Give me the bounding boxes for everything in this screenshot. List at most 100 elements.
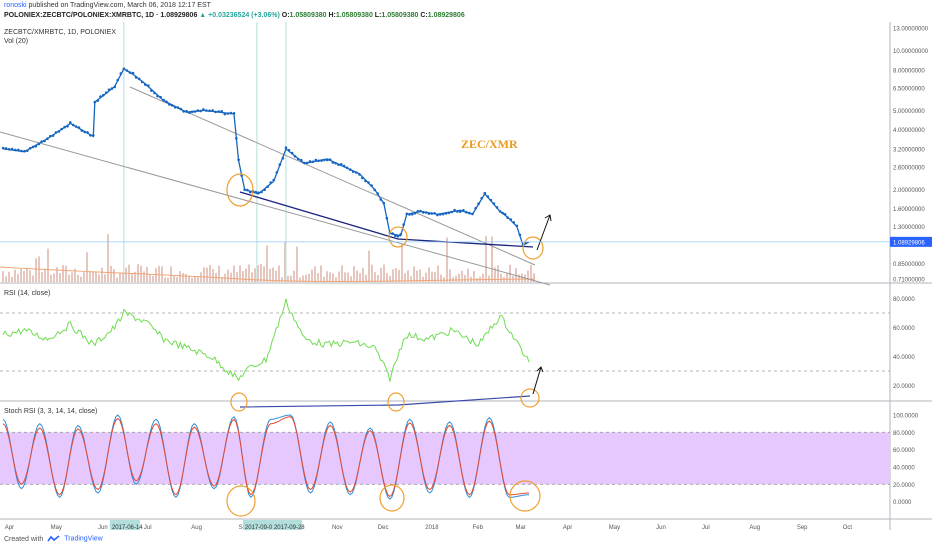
time-tick-label: Jun xyxy=(656,525,666,531)
author-link[interactable]: ronoski xyxy=(4,2,27,9)
price-point xyxy=(367,181,370,184)
volume-bar xyxy=(143,271,145,282)
volume-bar xyxy=(230,273,232,282)
volume-bar xyxy=(284,242,286,282)
volume-bar xyxy=(422,277,424,282)
price-point xyxy=(323,159,326,162)
tradingview-logo-icon xyxy=(47,535,60,543)
stoch-title: Stoch RSI (3, 3, 14, 14, close) xyxy=(4,408,97,415)
price-point xyxy=(453,209,456,212)
price-point xyxy=(78,126,81,129)
open-label: O: xyxy=(282,12,290,19)
price-point xyxy=(471,213,474,216)
price-point xyxy=(188,111,191,114)
chart-canvas[interactable]: ZEC/XMR ZECBTC/XMRBTC, 1D, POLONIEX Vol (2… xyxy=(0,22,932,535)
volume-bar xyxy=(506,273,508,282)
price-point xyxy=(63,126,66,129)
price-point xyxy=(285,146,288,149)
brand-name[interactable]: TradingView xyxy=(64,536,103,543)
time-tick-label: May xyxy=(51,525,62,531)
rsi-title: RSI (14, close) xyxy=(4,290,50,297)
volume-bar xyxy=(23,271,25,282)
price-point xyxy=(468,212,471,215)
price-point xyxy=(20,150,23,153)
volume-bar xyxy=(137,264,139,282)
price-point xyxy=(138,78,141,81)
volume-bar xyxy=(197,276,199,282)
price-point xyxy=(361,177,364,180)
volume-bar xyxy=(320,265,322,282)
price-point xyxy=(288,149,291,152)
price-point xyxy=(501,212,504,215)
volume-bar xyxy=(125,268,127,282)
price-point xyxy=(430,212,433,215)
price-point xyxy=(243,189,246,192)
price-point xyxy=(269,181,272,184)
volume-bar xyxy=(392,269,394,282)
volume-bar xyxy=(113,269,115,282)
price-point xyxy=(26,150,29,153)
volume-bar xyxy=(89,272,91,282)
price-point xyxy=(516,225,519,228)
volume-bar xyxy=(47,249,49,282)
price-point xyxy=(105,91,108,94)
price-point xyxy=(417,210,420,213)
price-point xyxy=(205,109,208,112)
volume-bar xyxy=(119,273,121,282)
volume-bar xyxy=(443,277,445,282)
price-point xyxy=(419,210,422,213)
price-point xyxy=(120,72,123,75)
volume-bar xyxy=(251,272,253,282)
price-point xyxy=(376,192,379,195)
zec-xmr-annotation: ZEC/XMR xyxy=(461,137,518,151)
chart-header: ronoski published on TradingView.com, Ma… xyxy=(0,0,932,22)
price-point xyxy=(477,202,480,205)
volume-bar xyxy=(242,271,244,282)
price-point xyxy=(94,101,97,104)
price-point xyxy=(279,163,282,166)
price-tick-label: 4.00000000 xyxy=(893,128,925,134)
price-point xyxy=(83,131,86,134)
price-point xyxy=(499,210,502,213)
price-point xyxy=(484,192,487,195)
price-tick-label: 10.00000000 xyxy=(893,49,929,55)
price-point xyxy=(8,148,11,151)
price-point xyxy=(439,213,442,216)
volume-bar xyxy=(212,269,214,282)
volume-bar xyxy=(92,272,94,282)
price-point xyxy=(294,155,297,158)
price-tick-label: 6.50000000 xyxy=(893,86,925,92)
price-point xyxy=(459,210,462,213)
price-point xyxy=(493,202,496,205)
price-point xyxy=(383,202,386,205)
price-point xyxy=(513,221,516,224)
volume-bar xyxy=(464,275,466,282)
price-point xyxy=(211,109,214,112)
volume-bar xyxy=(395,268,397,282)
price-point xyxy=(297,158,300,161)
price-point xyxy=(156,95,159,98)
price-point xyxy=(217,110,220,113)
rsi-tick-label: 60.0000 xyxy=(893,326,915,332)
symbol-line: POLONIEX:ZECBTC/POLONIEX:XMRBTC, 1D · 1.… xyxy=(4,12,465,19)
volume-bar xyxy=(308,274,310,282)
close-label: C: xyxy=(420,12,427,19)
price-point xyxy=(202,108,205,111)
price-point xyxy=(380,198,383,201)
price-point xyxy=(433,212,436,215)
price-point xyxy=(35,145,38,148)
volume-bar xyxy=(428,267,430,282)
price-point xyxy=(144,83,147,86)
volume-bar xyxy=(491,237,493,282)
price-tick-label: 2.60000000 xyxy=(893,165,925,171)
price-point xyxy=(282,157,285,160)
last-price: 1.08929806 xyxy=(160,12,197,19)
rsi-tick-label: 20.0000 xyxy=(893,384,915,390)
price-point xyxy=(337,163,340,166)
price-tick-label: 0.85000000 xyxy=(893,262,925,268)
volume-bar xyxy=(440,275,442,282)
price-point xyxy=(180,108,183,111)
volume-bar xyxy=(356,270,358,282)
price-point xyxy=(199,110,202,113)
price-point xyxy=(46,137,49,140)
